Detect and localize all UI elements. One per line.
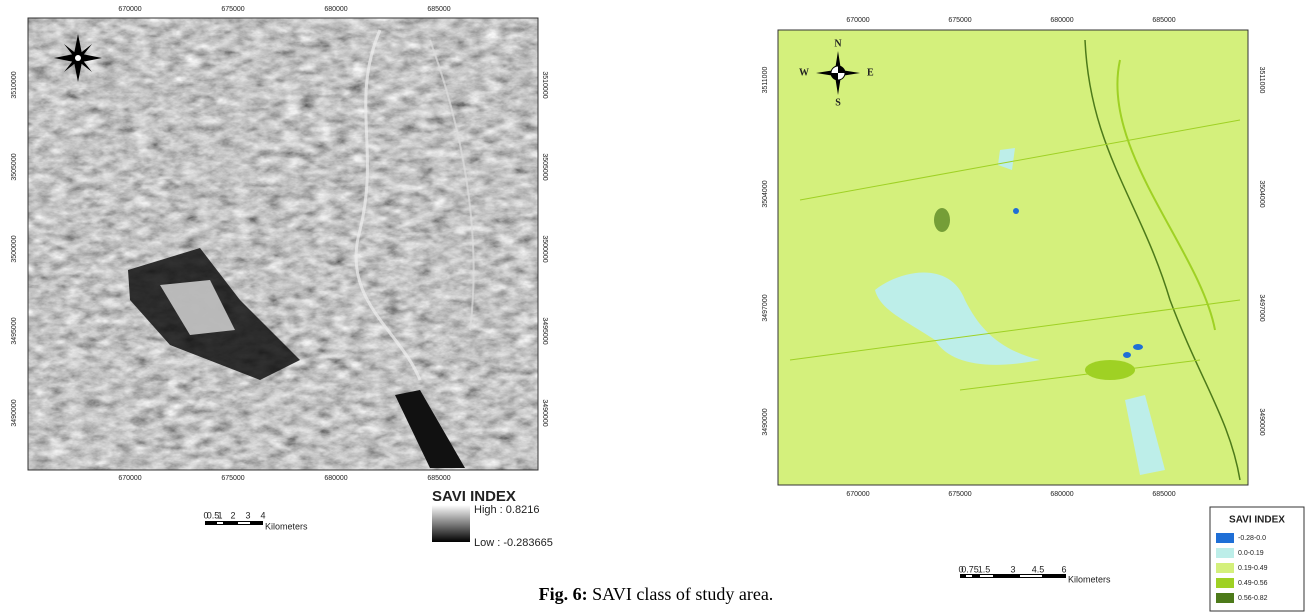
legend-title: SAVI INDEX xyxy=(432,488,516,505)
y-tick-label: 3504000 xyxy=(1258,180,1265,207)
y-tick-label: 3505000 xyxy=(541,153,548,180)
legend-swatch xyxy=(1216,533,1234,543)
y-tick-label: 3505000 xyxy=(11,153,18,180)
legend-swatch xyxy=(1216,563,1234,573)
x-tick-label: 670000 xyxy=(846,491,869,498)
y-tick-label: 3511000 xyxy=(762,67,769,94)
x-tick-label: 670000 xyxy=(118,475,141,482)
y-tick-label: 3504000 xyxy=(762,180,769,207)
x-tick-label: 685000 xyxy=(427,6,450,13)
y-tick-label: 3490000 xyxy=(11,399,18,426)
x-tick-label: 675000 xyxy=(221,475,244,482)
caption-text: SAVI class of study area. xyxy=(592,584,773,604)
caption-label: Fig. 6: xyxy=(539,584,588,604)
y-tick-label: 3500000 xyxy=(11,235,18,262)
x-tick-label: 680000 xyxy=(1050,17,1073,24)
compass-n: N xyxy=(834,38,842,49)
x-tick-label: 685000 xyxy=(1152,491,1175,498)
y-tick-label: 3497000 xyxy=(762,294,769,321)
compass-e: E xyxy=(867,67,874,78)
scale-unit: Kilometers xyxy=(265,521,308,531)
y-tick-label: 3500000 xyxy=(541,235,548,262)
scale-label: 6 xyxy=(1061,564,1066,574)
scale-label: 3 xyxy=(245,510,250,520)
legend-swatch xyxy=(1216,578,1234,588)
scale-label: 1.5 xyxy=(978,564,991,574)
legend-high: High : 0.8216 xyxy=(474,504,539,516)
scale-unit: Kilometers xyxy=(1068,574,1111,584)
scale-label: 2 xyxy=(230,510,235,520)
y-tick-label: 3490000 xyxy=(1258,408,1265,435)
x-tick-label: 685000 xyxy=(1152,17,1175,24)
legend-swatch xyxy=(1216,593,1234,603)
y-tick-label: 3510000 xyxy=(541,71,548,98)
legend-label: 0.56-0.82 xyxy=(1238,595,1268,602)
compass-s: S xyxy=(835,97,841,108)
x-tick-label: 675000 xyxy=(221,6,244,13)
y-tick-label: 3490000 xyxy=(762,408,769,435)
legend-label: 0.49-0.56 xyxy=(1238,580,1268,587)
left-scale-bar xyxy=(205,521,263,525)
y-tick-label: 3495000 xyxy=(11,317,18,344)
y-tick-label: 3510000 xyxy=(11,71,18,98)
x-tick-label: 685000 xyxy=(427,475,450,482)
y-tick-label: 3495000 xyxy=(541,317,548,344)
right-legend: SAVI INDEX -0.28-0.0 0.0-0.19 0.19-0.49 0.4… xyxy=(1210,507,1304,611)
right-map: N S W E xyxy=(778,30,1248,485)
scale-label: 1 xyxy=(217,510,222,520)
x-tick-label: 675000 xyxy=(948,17,971,24)
scale-label: 4 xyxy=(260,510,265,520)
left-legend: SAVI INDEX High : 0.8216 Low : -0.283665 xyxy=(432,488,553,549)
legend-label: -0.28-0.0 xyxy=(1238,535,1266,542)
compass-w: W xyxy=(799,67,809,78)
left-map xyxy=(28,18,538,470)
caption: Fig. 6: SAVI class of study area. xyxy=(539,584,774,604)
scale-label: 3 xyxy=(1010,564,1015,574)
legend-title: SAVI INDEX xyxy=(1229,515,1285,526)
legend-label: 0.19-0.49 xyxy=(1238,565,1268,572)
x-tick-label: 670000 xyxy=(846,17,869,24)
x-tick-label: 675000 xyxy=(948,491,971,498)
y-tick-label: 3490000 xyxy=(541,399,548,426)
x-tick-label: 680000 xyxy=(324,475,347,482)
legend-low: Low : -0.283665 xyxy=(474,537,553,549)
y-tick-label: 3497000 xyxy=(1258,294,1265,321)
figure: SAVI INDEX High : 0.8216 Low : -0.283665… xyxy=(0,0,1312,616)
x-tick-label: 680000 xyxy=(1050,491,1073,498)
scale-label: 0.75 xyxy=(961,564,979,574)
x-tick-label: 670000 xyxy=(118,6,141,13)
y-tick-label: 3511000 xyxy=(1258,67,1265,94)
scale-label: 4.5 xyxy=(1032,564,1045,574)
x-tick-label: 680000 xyxy=(324,6,347,13)
right-scale-bar xyxy=(960,574,1066,578)
legend-label: 0.0-0.19 xyxy=(1238,550,1264,557)
legend-swatch xyxy=(1216,548,1234,558)
